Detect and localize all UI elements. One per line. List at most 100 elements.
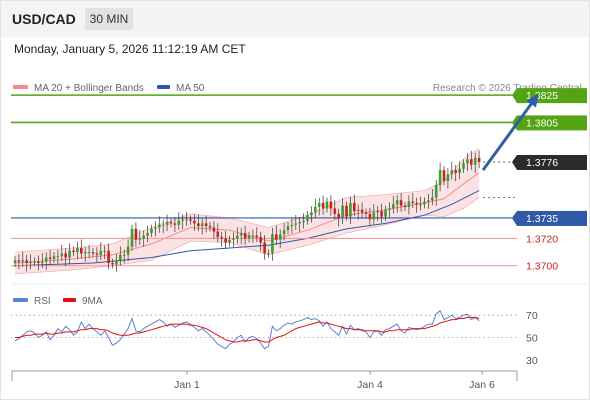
candle-body (294, 223, 298, 225)
candle-body (470, 159, 473, 165)
pivot-level-label: 1.3735 (526, 213, 558, 225)
candle-body (158, 224, 161, 228)
candle-body (126, 246, 130, 255)
candle-body (310, 212, 313, 216)
legend-swatch-ma50 (157, 85, 170, 89)
candle-body (13, 260, 17, 263)
legend-swatch-ma20 (13, 85, 28, 89)
candle-body (353, 202, 356, 212)
candle-body (228, 239, 231, 243)
candle-body (236, 235, 239, 239)
rsi-tick-label: 30 (526, 355, 538, 367)
credit-text: Research © 2026 Trading Central (433, 83, 582, 94)
timeframe-button[interactable]: 30 MIN (85, 8, 133, 30)
candle-body (251, 235, 255, 237)
candle-body (466, 159, 469, 164)
candle-body (48, 257, 52, 259)
candle-body (434, 185, 438, 198)
pivot-level-tag-pointer (512, 210, 517, 226)
candle-body (427, 200, 430, 202)
rsi-tick-label: 70 (526, 310, 538, 322)
forecast-arrow (481, 94, 539, 172)
candle-body (399, 200, 403, 206)
candle-body (290, 224, 294, 227)
legend-swatch-9ma (63, 298, 76, 302)
candle-body (337, 213, 340, 218)
ma20-line (14, 172, 480, 264)
candle-body (130, 228, 134, 247)
legend-label-ma50: MA 50 (176, 83, 205, 94)
candle-body (150, 228, 153, 233)
time-tick-label: Jan 4 (357, 379, 383, 391)
last-price-label: 1.3776 (526, 157, 558, 169)
candle-body (450, 170, 454, 175)
candle-body (255, 235, 259, 238)
candle-body (380, 211, 383, 217)
candle-body (204, 223, 208, 227)
candle-body (302, 220, 305, 223)
candle-body (438, 170, 442, 186)
candle-body (349, 202, 352, 217)
candle-body (275, 234, 278, 240)
candle-body (107, 250, 110, 263)
candle-body (185, 219, 188, 221)
candle-body (91, 252, 95, 254)
candle-body (25, 260, 28, 263)
candle-body (134, 228, 138, 240)
candle-body (376, 211, 379, 213)
candle-body (169, 222, 173, 224)
candle-body (111, 262, 114, 265)
candle-body (473, 157, 477, 165)
candle-body (454, 170, 457, 173)
candle-body (239, 232, 243, 236)
candle-body (224, 238, 227, 243)
candle-body (87, 252, 91, 254)
candle-body (122, 254, 126, 256)
resistance-level-tag-pointer (512, 88, 517, 104)
candle-body (395, 200, 399, 205)
candle-body (193, 220, 196, 224)
candle-body (119, 254, 122, 261)
candle-body (247, 235, 251, 239)
candle-body (142, 235, 145, 239)
candle-body (103, 250, 106, 252)
time-tick-label: Jan 6 (469, 379, 495, 391)
candle-body (442, 170, 446, 182)
candle-body (33, 261, 36, 263)
symbol-title: USD/CAD (12, 11, 76, 27)
candle-body (99, 250, 103, 255)
candle-body (372, 212, 376, 220)
time-axis: Jan 1 Jan 4 Jan 6 (11, 370, 518, 391)
candle-body (220, 237, 223, 239)
last-price-tag (517, 154, 587, 170)
candle-body (83, 252, 87, 254)
candle-body (263, 242, 266, 254)
candle-body (317, 202, 321, 208)
candle-body (458, 168, 461, 173)
candle-body (208, 226, 212, 228)
candle-body (267, 253, 270, 255)
legend-label-9ma: 9MA (82, 296, 103, 307)
candle-body (154, 227, 157, 229)
timestamp: Monday, January 5, 2026 11:12:19 AM CET (14, 42, 246, 56)
candle-body (360, 209, 364, 213)
candle-body (329, 201, 333, 209)
bollinger-lower-line (14, 197, 480, 275)
candle-body (341, 205, 344, 218)
support-level-label: 1.3720 (526, 233, 558, 245)
candle-body (345, 205, 348, 217)
pivot-level-tag (517, 210, 587, 226)
candle-body (72, 250, 75, 253)
candle-body (333, 208, 337, 214)
candle-body (44, 257, 48, 262)
last-price-tag-pointer (512, 154, 517, 170)
rsi-line (14, 309, 480, 350)
candle-body (138, 238, 142, 240)
candle-body (17, 260, 21, 262)
bollinger-band (15, 148, 480, 274)
legend-swatch-rsi (13, 298, 28, 302)
candle-body (259, 237, 262, 243)
